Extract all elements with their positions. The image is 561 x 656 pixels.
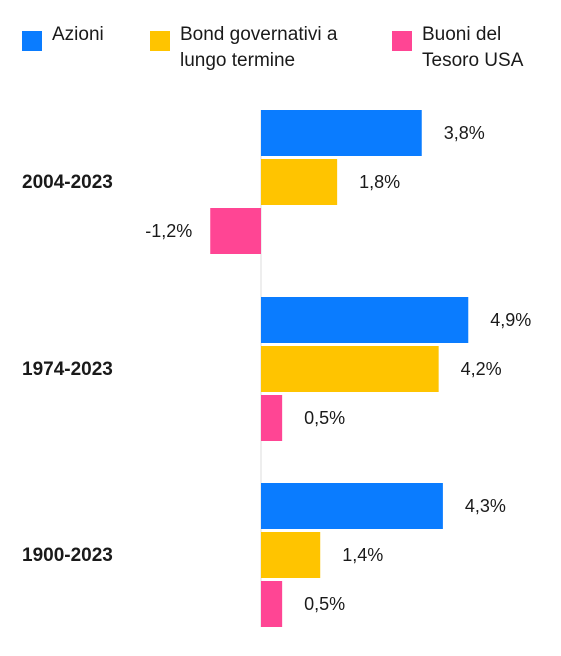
legend-swatch-bond bbox=[150, 31, 170, 51]
data-label-2004-2023-azioni: 3,8% bbox=[444, 123, 485, 143]
legend: Azioni Bond governativi a lungo termine … bbox=[0, 22, 561, 92]
legend-label-bond: Bond governativi a lungo termine bbox=[180, 24, 338, 71]
data-label-1900-2023-azioni: 4,3% bbox=[465, 496, 506, 516]
bar-1900-2023-buoni-del-tesoro-usa bbox=[261, 581, 283, 627]
data-label-2004-2023-buoni-del-tesoro-usa: -1,2% bbox=[145, 221, 192, 241]
legend-swatch-buoni bbox=[392, 31, 412, 51]
bar-1974-2023-buoni-del-tesoro-usa bbox=[261, 395, 283, 441]
category-label-1974-2023: 1974-2023 bbox=[22, 359, 113, 380]
bar-2004-2023-buoni-del-tesoro-usa bbox=[210, 208, 261, 254]
bar-2004-2023-bond-governativi-a-lungo-termine bbox=[261, 159, 338, 205]
bar-2004-2023-azioni bbox=[261, 110, 422, 156]
bar-1974-2023-bond-governativi-a-lungo-termine bbox=[261, 346, 439, 392]
legend-item-buoni: Buoni del Tesoro USA bbox=[392, 22, 523, 74]
legend-label-azioni: Azioni bbox=[52, 24, 104, 45]
data-label-1900-2023-buoni-del-tesoro-usa: 0,5% bbox=[304, 594, 345, 614]
data-label-1900-2023-bond-governativi-a-lungo-termine: 1,4% bbox=[342, 545, 383, 565]
data-label-2004-2023-bond-governativi-a-lungo-termine: 1,8% bbox=[359, 172, 400, 192]
data-label-1974-2023-bond-governativi-a-lungo-termine: 4,2% bbox=[461, 359, 502, 379]
bar-1900-2023-bond-governativi-a-lungo-termine bbox=[261, 532, 321, 578]
category-label-1900-2023: 1900-2023 bbox=[22, 545, 113, 566]
legend-label-buoni: Buoni del Tesoro USA bbox=[422, 24, 524, 71]
legend-item-bond: Bond governativi a lungo termine bbox=[150, 22, 337, 74]
data-label-1974-2023-buoni-del-tesoro-usa: 0,5% bbox=[304, 408, 345, 428]
legend-item-azioni: Azioni bbox=[22, 22, 104, 51]
data-label-1974-2023-azioni: 4,9% bbox=[490, 310, 531, 330]
bar-1900-2023-azioni bbox=[261, 483, 443, 529]
legend-swatch-azioni bbox=[22, 31, 42, 51]
category-label-2004-2023: 2004-2023 bbox=[22, 172, 113, 193]
bar-1974-2023-azioni bbox=[261, 297, 469, 343]
